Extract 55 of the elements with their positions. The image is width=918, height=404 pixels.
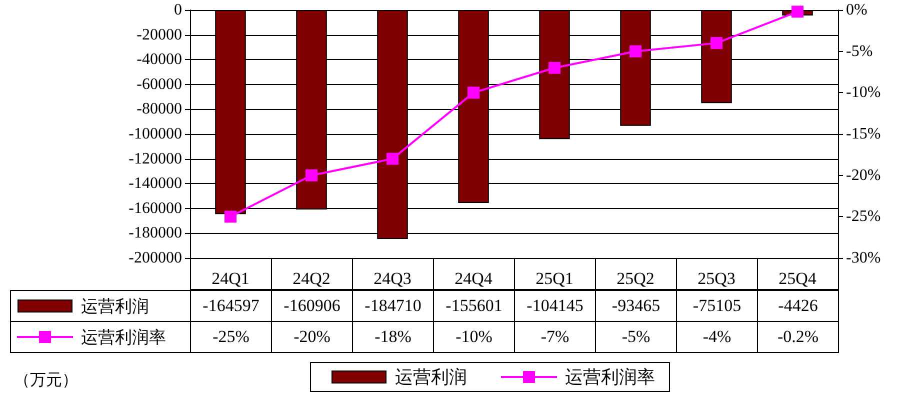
point <box>224 210 236 223</box>
y2-tick-label: -5% <box>846 42 873 60</box>
x-tick-label: 24Q4 <box>454 269 493 288</box>
data-label: -75105 <box>692 296 742 316</box>
data-label: -104145 <box>526 296 584 316</box>
data-label: -160906 <box>284 296 340 316</box>
x-tick-label: 24Q3 <box>374 269 412 288</box>
x-tick-label: 25Q3 <box>698 269 736 288</box>
y-tick-label: -140000 <box>128 175 182 192</box>
data-label: -20% <box>294 327 330 347</box>
data-label: -0.2% <box>777 327 819 347</box>
point <box>710 37 722 50</box>
data-label: -10% <box>456 327 492 347</box>
y2-tick-label: -20% <box>846 166 881 184</box>
y2-tick-label: -10% <box>846 84 881 102</box>
x-tick-label: 24Q2 <box>292 269 330 288</box>
y-tick-label: -200000 <box>128 250 182 266</box>
text: 运营利润 <box>395 367 467 387</box>
point <box>306 169 318 182</box>
data-label: -7% <box>540 327 570 347</box>
y-tick-label: -180000 <box>128 224 182 242</box>
legend-label: 运营利润 <box>81 296 149 318</box>
point <box>792 6 804 18</box>
point <box>548 62 560 74</box>
y-tick-label: 0 <box>174 2 182 18</box>
legend-label: 运营利润率 <box>81 326 166 348</box>
data-label: -5% <box>622 327 650 347</box>
y2-tick-label: -15% <box>846 126 881 142</box>
x-tick-label: 24Q1 <box>212 269 250 288</box>
y-tick-label: -20000 <box>136 26 182 44</box>
y-tick-label: -80000 <box>136 100 182 118</box>
y2-tick-label: 0% <box>846 2 868 18</box>
data-label: -4426 <box>778 296 818 316</box>
data-label: -164597 <box>202 296 260 316</box>
data-label: -155601 <box>446 296 502 316</box>
x-tick-label: 25Q2 <box>616 269 654 288</box>
point <box>630 45 642 58</box>
y-tick-label: -120000 <box>128 150 182 168</box>
y-tick-label: -40000 <box>136 51 182 68</box>
y-tick-label: -60000 <box>136 76 182 93</box>
text: （万元） <box>14 371 78 391</box>
y-tick-label: -160000 <box>128 200 182 217</box>
data-label: -93465 <box>612 296 660 316</box>
point <box>468 86 480 99</box>
data-label: -4% <box>702 327 732 347</box>
y-tick-label: -100000 <box>128 126 182 142</box>
x-tick-label: 25Q1 <box>536 269 574 288</box>
x-tick-label: 25Q4 <box>778 269 817 288</box>
point <box>386 152 398 165</box>
y2-tick-label: -25% <box>846 208 881 226</box>
data-label: -18% <box>374 327 412 347</box>
data-label: -25% <box>212 327 250 347</box>
y2-tick-label: -30% <box>846 250 881 266</box>
data-label: -184710 <box>364 296 422 316</box>
text: 运营利润率 <box>565 367 655 387</box>
